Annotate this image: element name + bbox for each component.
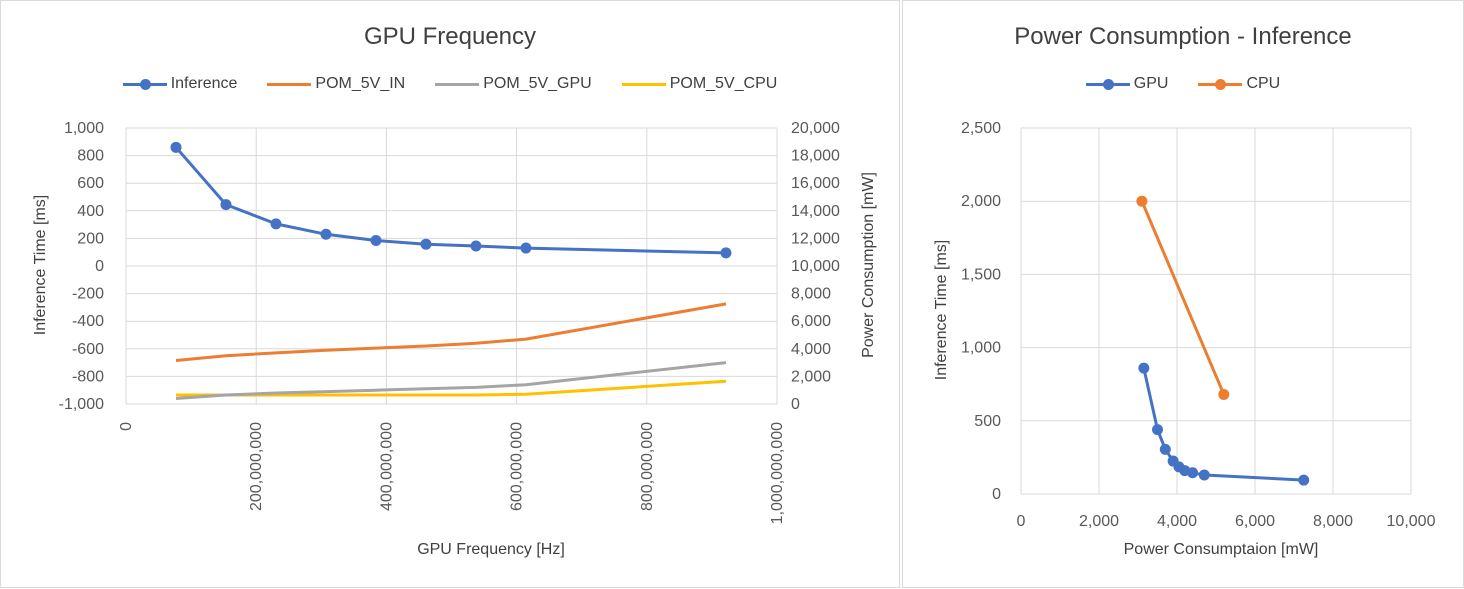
gpu-frequency-plot: -1,000 -800 -600 -400 -200 0 200 400 600 800 1,000… (59, 120, 840, 524)
legend-label-cpu: CPU (1246, 75, 1281, 92)
y-tick-label: 0 (95, 258, 104, 275)
legend-key-pom-5v-in (267, 82, 312, 86)
x-tick-label: 8,000 (1313, 513, 1353, 530)
legend-item-cpu: CPU (1198, 75, 1280, 93)
x-tick-label: 200,000,000 (248, 422, 265, 511)
y-tick-label: -800 (72, 368, 104, 385)
y-tick-label: 2,000 (961, 193, 1001, 210)
y-tick-label: 200 (77, 230, 104, 247)
y2-tick-label: 6,000 (791, 313, 831, 330)
data-point-cpu (1136, 195, 1148, 207)
series-line-gpu (1142, 367, 1304, 482)
data-point-inference (270, 218, 282, 230)
data-point-inference (320, 228, 332, 240)
data-point-cpu (1218, 388, 1230, 400)
x-axis-title: Power Consumptaion [mW] (1123, 541, 1319, 558)
y2-tick-label: 14,000 (791, 203, 840, 220)
y-tick-label: 1,000 (64, 120, 104, 137)
y2-tick-label: 12,000 (791, 230, 840, 247)
x-tick-label: 1,000,000,000 (769, 422, 786, 524)
y2-tick-label: 2,000 (791, 368, 831, 385)
chart-legend: GPU CPU (903, 75, 1463, 93)
data-point-inference (520, 242, 532, 254)
y2-tick-label: 0 (791, 396, 800, 413)
y-axis-title: Inference Time [ms] (32, 194, 49, 336)
data-point-inference (420, 238, 432, 250)
y-tick-label: -200 (72, 286, 104, 303)
y-tick-label: -400 (72, 313, 104, 330)
power-inference-plot: 0 500 1,000 1,500 2,000 2,500 0 2,000 4,000 6,000… (961, 120, 1436, 530)
x-tick-label: 6,000 (1235, 513, 1275, 530)
y2-tick-label: 4,000 (791, 341, 831, 358)
y-tick-label: 500 (974, 413, 1001, 430)
legend-item-gpu: GPU (1085, 75, 1169, 93)
x-axis-title: GPU Frequency [Hz] (417, 541, 565, 558)
chart-title: Power Consumption - Inference (1014, 23, 1352, 50)
data-point-gpu (1298, 474, 1310, 486)
y-axis-title: Inference Time [ms] (933, 239, 950, 381)
y-tick-label: -1,000 (59, 396, 104, 413)
y-tick-label: 2,500 (961, 120, 1001, 137)
y2-tick-label: 10,000 (791, 258, 840, 275)
data-point-inference (720, 247, 732, 259)
legend-label-pom-5v-gpu: POM_5V_GPU (483, 75, 592, 92)
y-tick-label: 1,000 (961, 340, 1001, 357)
x-tick-label: 0 (1017, 513, 1026, 530)
legend-item-pom-5v-gpu: POM_5V_GPU (435, 75, 592, 93)
x-tick-label: 800,000,000 (639, 422, 656, 511)
y-tick-label: 0 (992, 486, 1001, 503)
legend-item-pom-5v-in: POM_5V_IN (267, 75, 405, 93)
series-line-pom-5v-gpu (175, 361, 727, 400)
legend-key-gpu (1085, 78, 1130, 90)
y2-axis-title: Power Consumption [mW] (860, 172, 877, 358)
y2-tick-label: 20,000 (791, 120, 840, 137)
y2-tick-label: 8,000 (791, 286, 831, 303)
legend-label-gpu: GPU (1133, 75, 1169, 92)
x-tick-label: 10,000 (1387, 513, 1436, 530)
power-inference-chart: Power Consumption - Inference GPU CPU 0 5… (902, 0, 1464, 588)
data-point-gpu (1198, 469, 1210, 481)
data-point-gpu (1138, 362, 1150, 374)
x-tick-label: 400,000,000 (378, 422, 395, 511)
legend-key-cpu (1198, 78, 1243, 90)
x-tick-label: 600,000,000 (509, 422, 526, 511)
y-tick-label: 400 (77, 203, 104, 220)
data-point-gpu (1152, 424, 1163, 436)
data-point-inference (220, 199, 232, 211)
x-tick-label: 0 (118, 422, 135, 431)
legend-label-pom-5v-cpu: POM_5V_CPU (669, 75, 778, 92)
chart-title: GPU Frequency (363, 23, 537, 50)
x-tick-label: 2,000 (1079, 513, 1119, 530)
data-point-gpu (1159, 443, 1171, 455)
y-tick-label: -600 (72, 341, 104, 358)
series-line-cpu (1140, 200, 1226, 395)
legend-label-inference: Inference (170, 75, 238, 92)
y-tick-label: 600 (77, 175, 104, 192)
legend-item-pom-5v-cpu: POM_5V_CPU (621, 75, 778, 93)
legend-label-pom-5v-in: POM_5V_IN (315, 75, 406, 92)
data-point-inference (470, 240, 482, 252)
data-point-inference (170, 141, 182, 153)
data-point-inference (370, 234, 382, 246)
y2-tick-label: 16,000 (791, 175, 840, 192)
x-tick-label: 4,000 (1157, 513, 1197, 530)
gpu-frequency-chart: GPU Frequency Inference POM_5V_IN POM_5V… (0, 0, 900, 588)
series-line-pom-5v-in (175, 302, 727, 362)
y-tick-label: 800 (77, 148, 104, 165)
series-line-inference (174, 146, 727, 255)
legend-item-inference: Inference (122, 75, 238, 93)
y2-tick-label: 18,000 (791, 148, 840, 165)
legend-key-pom-5v-gpu (435, 82, 480, 86)
legend-key-pom-5v-cpu (621, 82, 666, 86)
y-tick-label: 1,500 (961, 266, 1001, 283)
data-point-gpu (1187, 467, 1199, 479)
legend-key-inference (122, 78, 167, 90)
chart-legend: Inference POM_5V_IN POM_5V_GPU POM_5V_CP… (1, 75, 899, 93)
